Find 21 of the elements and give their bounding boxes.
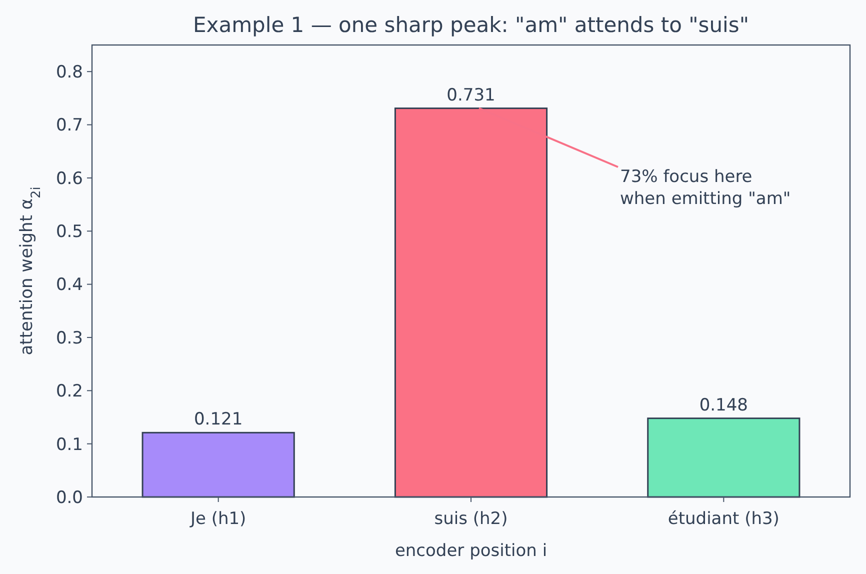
bar: [647, 418, 800, 498]
x-tick-label: suis (h2): [434, 509, 508, 529]
bar: [394, 108, 548, 498]
x-tick-label: Je (h1): [189, 509, 246, 529]
data-label: 0.121: [194, 410, 243, 430]
bar: [142, 432, 295, 498]
y-tick-label: 0.3: [56, 328, 83, 348]
data-label: 0.731: [446, 85, 496, 106]
y-tick-label: 0.8: [56, 62, 83, 83]
chart-title: Example 1 — one sharp peak: "am" attends to "suis": [193, 13, 749, 37]
y-tick-label: 0.2: [56, 382, 83, 402]
data-label: 0.148: [699, 395, 748, 416]
annotation: 73% focus here when emitting "am": [620, 167, 791, 209]
y-tick-label: 0.5: [56, 222, 83, 242]
y-tick-label: 0.1: [56, 434, 83, 455]
y-tick-label: 0.0: [56, 488, 83, 508]
x-tick-label: étudiant (h3): [668, 509, 780, 529]
y-tick-label: 0.4: [56, 275, 83, 296]
y-tick-label: 0.6: [56, 168, 83, 189]
y-tick-label: 0.7: [56, 116, 83, 136]
x-axis-title: encoder position i: [394, 541, 548, 561]
